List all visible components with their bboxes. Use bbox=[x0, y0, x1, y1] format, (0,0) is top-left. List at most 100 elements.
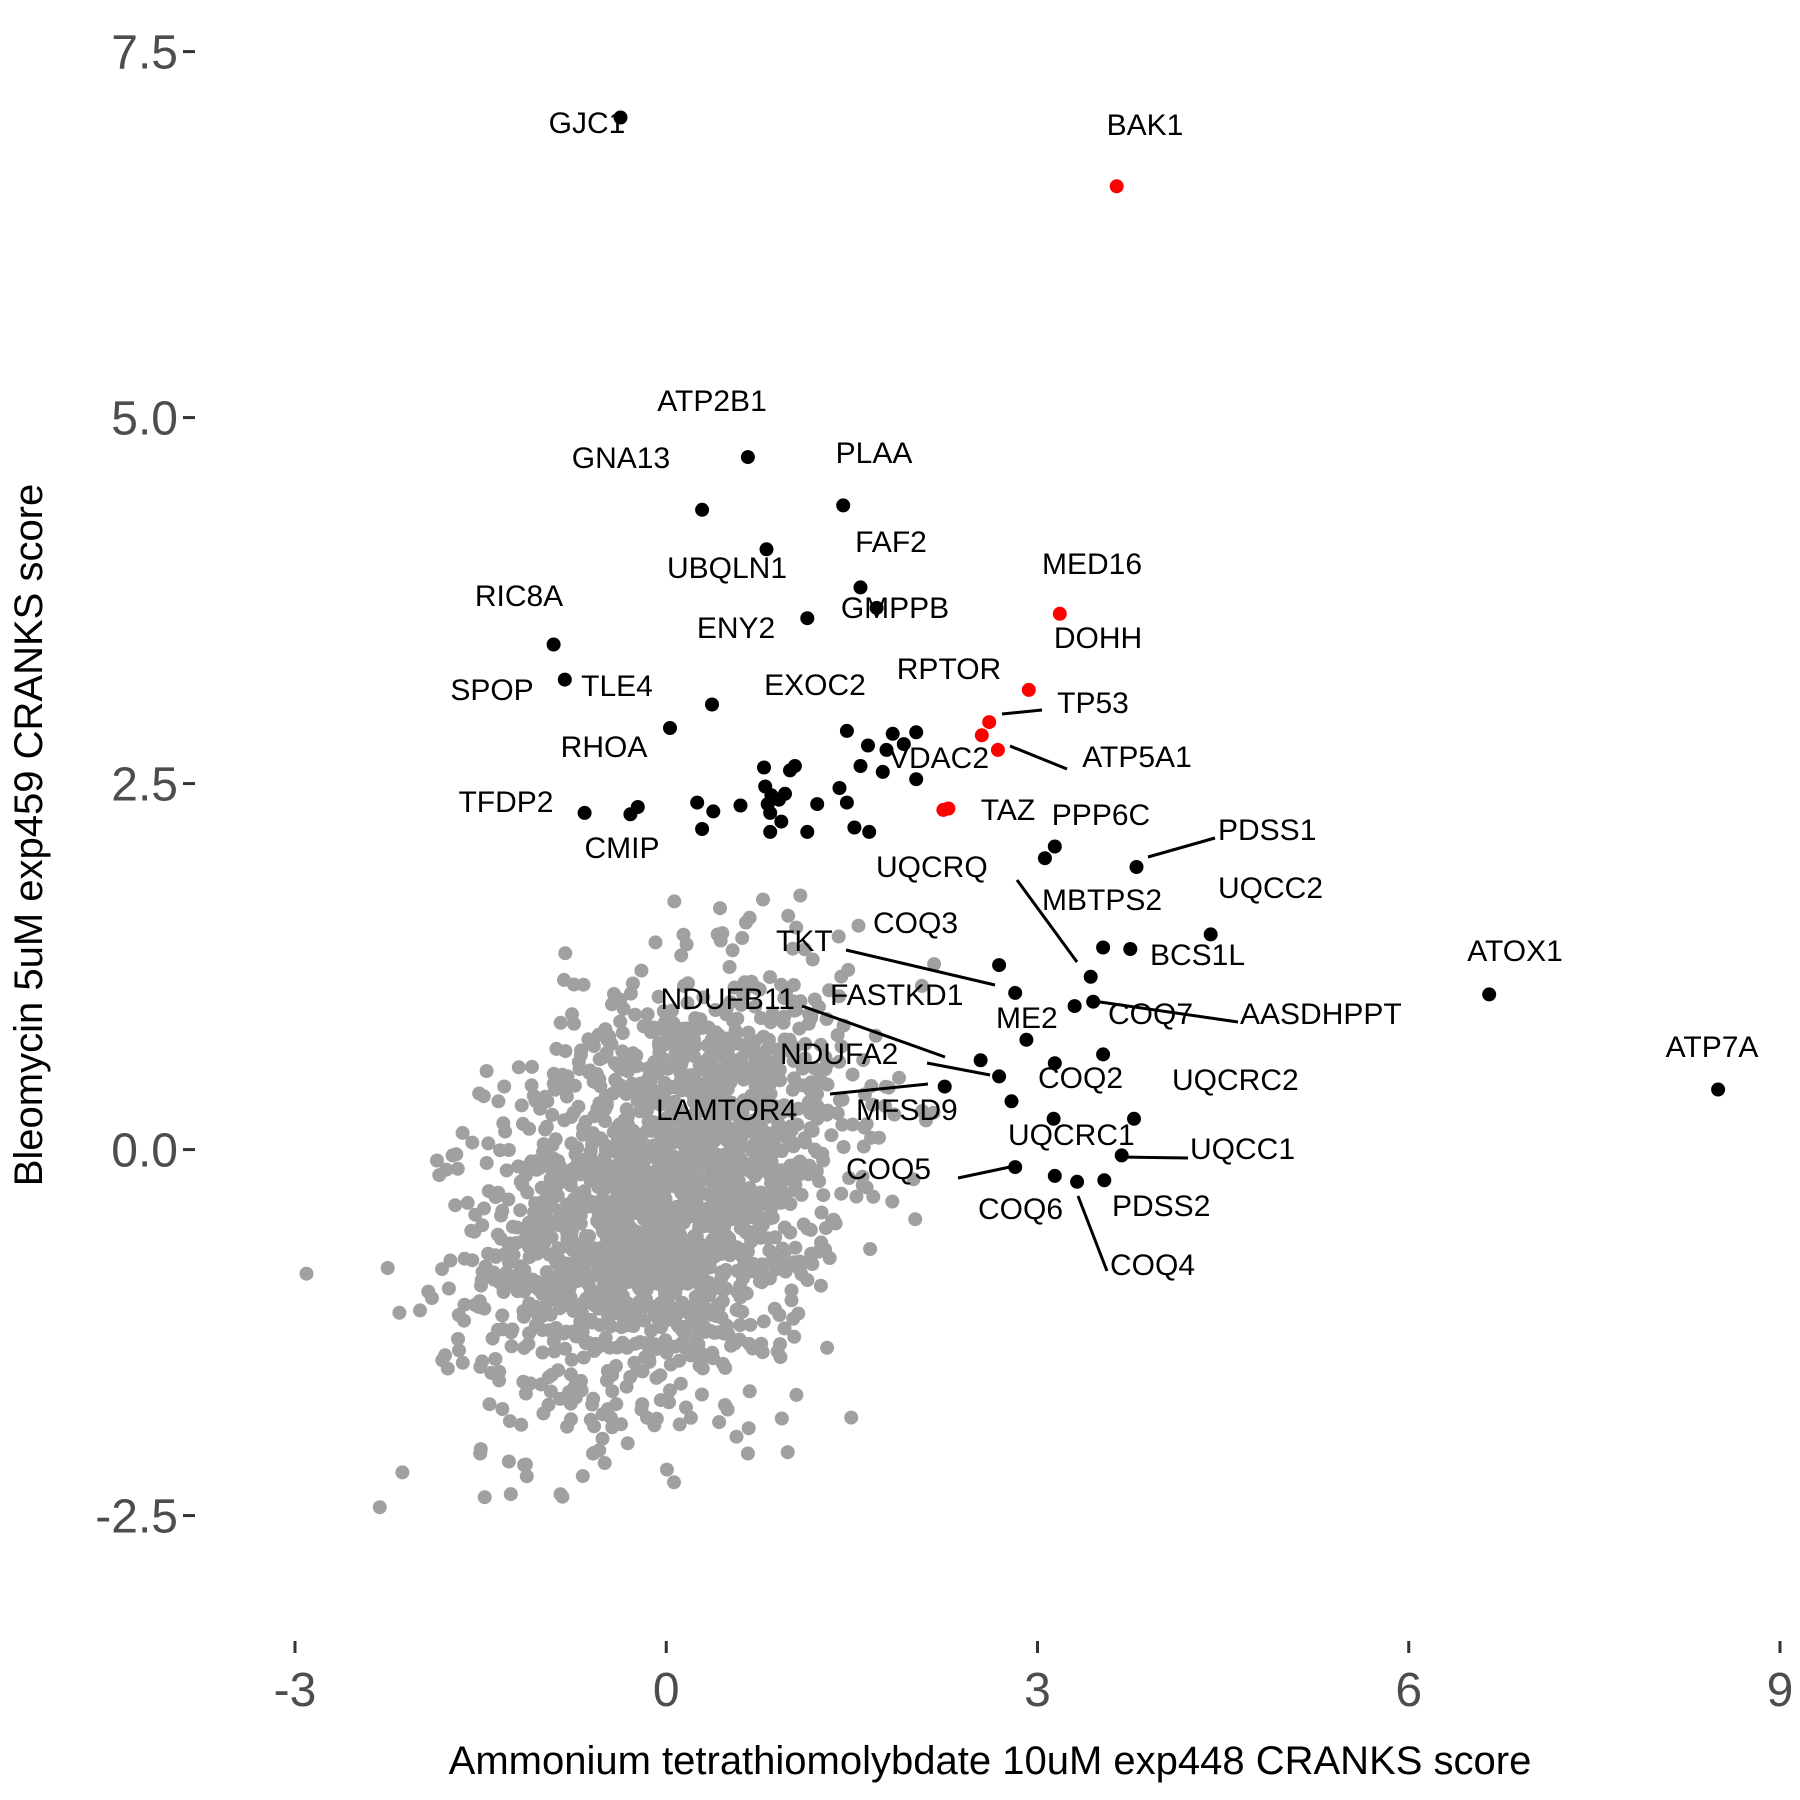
background-point bbox=[435, 1262, 449, 1277]
background-point bbox=[653, 1368, 668, 1383]
background-point bbox=[670, 1042, 685, 1057]
background-point bbox=[787, 1255, 802, 1270]
background-point bbox=[449, 1147, 464, 1162]
label-fastkd1: FASTKD1 bbox=[830, 979, 963, 1012]
background-point bbox=[491, 1185, 506, 1200]
point-atox1 bbox=[1482, 987, 1497, 1002]
background-point bbox=[734, 997, 749, 1012]
label-rptor: RPTOR bbox=[897, 653, 1001, 686]
background-point bbox=[733, 1318, 747, 1333]
leader-line-coq4 bbox=[1076, 1195, 1109, 1272]
background-point bbox=[607, 1279, 622, 1294]
background-point bbox=[475, 1218, 490, 1233]
background-point bbox=[504, 1325, 519, 1340]
background-point bbox=[767, 1100, 782, 1115]
background-point bbox=[673, 1376, 688, 1391]
background-point bbox=[809, 1164, 824, 1179]
hit-point bbox=[896, 737, 911, 752]
background-point bbox=[548, 1132, 563, 1147]
hit-point bbox=[778, 786, 792, 801]
background-point bbox=[705, 1116, 720, 1131]
label-exoc2: EXOC2 bbox=[764, 669, 866, 702]
label-atp2b1: ATP2B1 bbox=[657, 385, 767, 418]
background-point bbox=[629, 1231, 644, 1246]
background-point bbox=[565, 1007, 579, 1022]
x-axis-title: Ammonium tetrathiomolybdate 10uM exp448 … bbox=[449, 1739, 1532, 1783]
background-point bbox=[785, 941, 800, 956]
background-point bbox=[659, 1462, 674, 1477]
background-point bbox=[557, 1174, 572, 1189]
label-tfdp2: TFDP2 bbox=[458, 786, 553, 819]
point-med16 bbox=[1052, 606, 1067, 621]
point-tkt bbox=[1008, 985, 1023, 1000]
background-point bbox=[538, 1149, 553, 1164]
background-point bbox=[574, 1249, 589, 1264]
background-point bbox=[855, 1178, 870, 1193]
point-ndufa2 bbox=[992, 1069, 1007, 1084]
background-point bbox=[497, 1079, 512, 1094]
background-point bbox=[522, 1121, 537, 1136]
background-point bbox=[759, 1109, 773, 1124]
background-point bbox=[657, 1059, 671, 1074]
background-point bbox=[787, 1329, 802, 1344]
background-point bbox=[510, 1220, 525, 1235]
background-point bbox=[683, 1348, 698, 1363]
background-point bbox=[641, 1256, 656, 1271]
label-ubqln1: UBQLN1 bbox=[667, 552, 787, 585]
background-point bbox=[543, 1307, 558, 1322]
background-point bbox=[767, 1194, 782, 1209]
point-coq5 bbox=[1008, 1160, 1023, 1175]
background-point bbox=[592, 1052, 607, 1067]
leader-line-tp53 bbox=[1001, 708, 1043, 716]
hit-point bbox=[839, 795, 854, 810]
background-point bbox=[687, 1311, 702, 1326]
background-point bbox=[756, 1314, 771, 1329]
background-point bbox=[687, 1094, 701, 1109]
background-point bbox=[513, 1203, 528, 1218]
background-point bbox=[723, 995, 738, 1010]
background-point bbox=[741, 1025, 756, 1040]
background-point bbox=[479, 1064, 494, 1078]
background-point bbox=[648, 1093, 663, 1108]
background-point bbox=[754, 1275, 769, 1290]
background-point bbox=[544, 1367, 559, 1382]
leader-line-atp5a1 bbox=[1009, 744, 1068, 771]
point-atp7a bbox=[1711, 1082, 1726, 1097]
background-point bbox=[834, 1039, 849, 1054]
background-point bbox=[560, 1226, 575, 1241]
background-point bbox=[566, 1192, 581, 1207]
background-point bbox=[620, 1436, 635, 1451]
background-point bbox=[687, 1175, 702, 1190]
background-point bbox=[457, 1313, 472, 1328]
background-point bbox=[692, 1277, 707, 1292]
background-point bbox=[754, 1152, 768, 1167]
background-point bbox=[392, 1305, 407, 1320]
background-point bbox=[783, 1197, 798, 1211]
background-point bbox=[575, 1469, 590, 1484]
background-point bbox=[784, 1283, 799, 1298]
background-point bbox=[477, 1490, 492, 1505]
background-point bbox=[677, 1115, 692, 1130]
x-tick-label: 9 bbox=[1767, 1664, 1794, 1717]
background-point bbox=[828, 1216, 843, 1231]
background-point bbox=[632, 1145, 647, 1160]
background-point bbox=[636, 1019, 651, 1034]
label-vdac2: VDAC2 bbox=[889, 742, 989, 775]
background-point bbox=[479, 1156, 494, 1170]
leader-line-uqcc1 bbox=[1119, 1155, 1189, 1160]
background-point bbox=[558, 1341, 573, 1356]
background-point bbox=[629, 1242, 644, 1257]
point-mfsd9 bbox=[1004, 1094, 1019, 1109]
background-point bbox=[730, 1263, 745, 1278]
background-point bbox=[644, 1203, 659, 1218]
background-point bbox=[634, 963, 649, 978]
background-point bbox=[604, 1410, 618, 1425]
background-point bbox=[501, 1454, 516, 1469]
background-point bbox=[430, 1153, 444, 1168]
background-point bbox=[816, 1188, 831, 1203]
point-coq6 bbox=[1047, 1168, 1062, 1183]
point-bak1 bbox=[1109, 179, 1124, 194]
label-uqcrc2: UQCRC2 bbox=[1172, 1064, 1299, 1097]
background-point bbox=[676, 927, 691, 942]
